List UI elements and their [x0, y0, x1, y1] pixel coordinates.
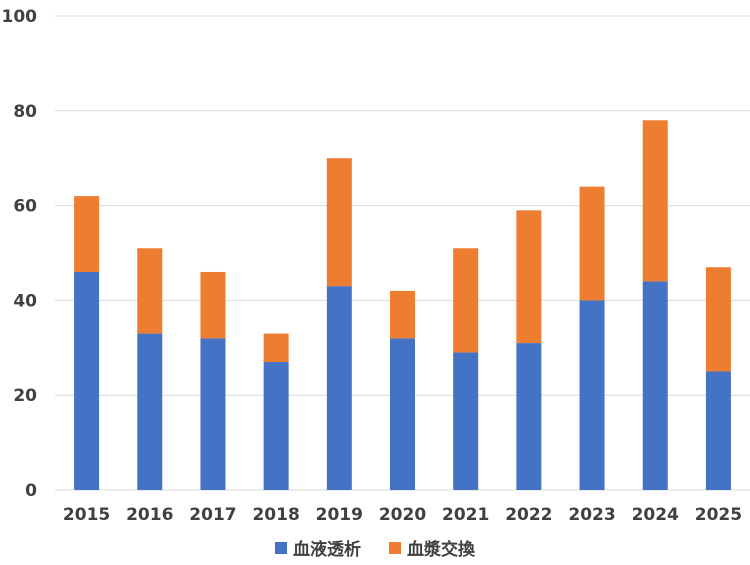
- bar-plasma-exchange-2022: [516, 210, 542, 344]
- x-tick-label-2018: 2018: [252, 505, 299, 525]
- bar-plasma-exchange-2021: [453, 248, 479, 353]
- x-tick-label-2022: 2022: [505, 505, 552, 525]
- bar-plasma-exchange-2020: [390, 290, 415, 339]
- bar-hemodialysis-2018: [263, 362, 289, 490]
- bar-plasma-exchange-2018: [263, 333, 289, 363]
- y-tick-label-100: 100: [2, 7, 38, 27]
- stacked-bar-chart: 0 20 40 60 80 100 2015 2016 2017 2018 2019 2020 2021…: [2, 7, 750, 525]
- bar-hemodialysis-2023: [579, 300, 605, 490]
- x-tick-label-2023: 2023: [568, 505, 615, 525]
- bar-plasma-exchange-2024: [642, 120, 668, 282]
- y-tick-label-80: 80: [13, 102, 37, 122]
- legend-swatch-plasma-exchange: [389, 541, 401, 554]
- y-tick-label-0: 0: [25, 481, 37, 501]
- x-tick-label-2017: 2017: [189, 505, 236, 525]
- legend-swatch-hemodialysis: [275, 541, 287, 554]
- x-tick-label-2016: 2016: [126, 505, 173, 525]
- x-tick-label-2020: 2020: [379, 505, 426, 525]
- bar-plasma-exchange-2015: [74, 196, 100, 272]
- bar-plasma-exchange-2023: [579, 186, 605, 301]
- bar-plasma-exchange-2019: [326, 158, 352, 287]
- bar-hemodialysis-2015: [74, 271, 100, 490]
- x-tick-label-2015: 2015: [63, 505, 110, 525]
- bar-hemodialysis-2017: [200, 338, 226, 490]
- bar-plasma-exchange-2016: [137, 248, 163, 334]
- x-tick-label-2019: 2019: [316, 505, 363, 525]
- x-tick-label-2024: 2024: [632, 505, 679, 525]
- y-tick-label-20: 20: [13, 386, 37, 406]
- bar-hemodialysis-2024: [642, 281, 668, 490]
- bar-hemodialysis-2020: [390, 338, 415, 490]
- y-tick-label-60: 60: [13, 197, 37, 217]
- legend: 血液透析 血漿交換: [0, 535, 750, 560]
- x-tick-label-2025: 2025: [695, 505, 742, 525]
- bar-hemodialysis-2022: [516, 343, 542, 490]
- x-tick-label-2021: 2021: [442, 505, 489, 525]
- bar-hemodialysis-2016: [137, 333, 163, 490]
- y-tick-label-40: 40: [13, 291, 37, 311]
- bar-hemodialysis-2019: [326, 286, 352, 490]
- legend-item-plasma-exchange: 血漿交換: [389, 535, 475, 560]
- bar-hemodialysis-2025: [705, 371, 731, 490]
- legend-item-hemodialysis: 血液透析: [275, 535, 361, 560]
- legend-label-hemodialysis: 血液透析: [293, 540, 361, 560]
- legend-label-plasma-exchange: 血漿交換: [407, 540, 475, 560]
- bar-plasma-exchange-2025: [705, 267, 731, 372]
- bar-hemodialysis-2021: [453, 352, 479, 490]
- bar-plasma-exchange-2017: [200, 271, 226, 339]
